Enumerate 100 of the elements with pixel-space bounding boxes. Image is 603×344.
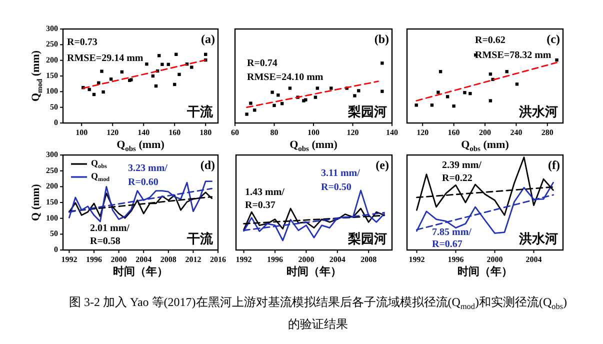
x-tick-label: 1996 xyxy=(267,254,283,264)
point xyxy=(316,86,320,90)
point xyxy=(97,81,100,84)
x-tick-label: 2000 xyxy=(298,254,314,264)
annotation: 7.85 mm/ xyxy=(432,227,472,238)
annotation: 洪水河 xyxy=(518,232,558,247)
x-tick-label: 2016 xyxy=(210,254,226,264)
x-tick-label: 2004 xyxy=(526,254,542,264)
annotation: 干流 xyxy=(186,104,214,120)
y-tick-label: 50 xyxy=(50,228,58,238)
annotation: R=0.50 xyxy=(321,182,352,194)
point xyxy=(145,62,148,66)
annotation: RMSE=78.32 mm xyxy=(475,50,552,62)
point xyxy=(505,70,508,74)
point xyxy=(314,96,318,99)
x-tick-label: 1992 xyxy=(61,254,78,264)
y-tick-label: 100 xyxy=(46,86,58,96)
annotation: 1.43 mm/ xyxy=(245,187,285,198)
x-tick-label: 2008 xyxy=(360,254,377,264)
x-tick-label: 100 xyxy=(76,128,88,137)
y-tick-label: 250 xyxy=(46,166,58,175)
point xyxy=(272,104,276,108)
annotation: (b) xyxy=(374,32,389,46)
annotation: (e) xyxy=(376,158,389,172)
point xyxy=(380,62,384,65)
y-tick-label: 50 xyxy=(50,102,58,112)
point xyxy=(276,94,280,97)
x-tick-label: 100 xyxy=(308,128,320,137)
y-tick-label: 100 xyxy=(46,213,58,222)
x-tick-label: 60 xyxy=(231,128,239,137)
point xyxy=(245,112,248,116)
y-tick-label: 150 xyxy=(46,70,58,80)
annotation: 3.11 mm/ xyxy=(321,168,360,180)
x-tick-label: 80 xyxy=(270,128,278,137)
annotation: (f) xyxy=(548,158,560,172)
annotation: R=0.62 xyxy=(475,35,506,46)
x-axis-title: Q$_{obs}$ (mm) xyxy=(116,138,165,154)
annotation: 3.23 mm/ xyxy=(128,163,168,174)
annotation: (d) xyxy=(200,158,215,172)
annotation: R=0.60 xyxy=(128,177,158,188)
point xyxy=(446,95,450,98)
point xyxy=(357,89,360,92)
annotation: R=0.73 xyxy=(67,37,98,48)
y-axis-title: Q (mm) xyxy=(30,184,42,221)
point xyxy=(452,104,456,108)
point xyxy=(468,92,472,96)
x-tick-label: 2000 xyxy=(486,254,503,264)
x-tick-label: 200 xyxy=(479,128,491,137)
annotation: 干流 xyxy=(186,230,214,247)
x-tick-label: 1996 xyxy=(86,254,102,264)
x-tick-label: 1996 xyxy=(448,254,464,264)
annotation: R=0.74 xyxy=(247,58,278,70)
legend-label: Q$_{mod}$ xyxy=(91,171,110,184)
y-tick-label: 0 xyxy=(54,244,58,254)
x-tick-label: 2008 xyxy=(160,254,176,264)
y-tick-label: 300 xyxy=(46,150,58,159)
y-tick-label: 200 xyxy=(46,181,58,191)
annotation: R=0.37 xyxy=(245,200,276,212)
text: 图 3-2 加入 Yao 等(2017)在黑河上游对基流模拟结果后各子流域模拟径流(Q$_{mod}$)和实测径流(Q$_{obs}$)的验证结果 xyxy=(69,294,567,331)
x-tick-label: 180 xyxy=(200,128,212,137)
x-tick-label: 1992 xyxy=(236,254,252,264)
point xyxy=(270,90,274,94)
annotation: 2.39 mm/ xyxy=(442,160,482,172)
x-axis-title: 时间（年） xyxy=(113,264,168,278)
annotation: 洪水河 xyxy=(518,104,558,120)
x-tick-label: 280 xyxy=(541,128,554,137)
point xyxy=(353,94,356,98)
annotation: RMSE=29.14 mm xyxy=(67,53,144,64)
annotation: (a) xyxy=(201,32,215,46)
x-tick-label: 160 xyxy=(168,128,181,137)
x-axis-title: Q$_{obs}$ (mm) xyxy=(461,138,510,154)
point xyxy=(463,91,466,94)
x-axis-title: 时间（年） xyxy=(458,264,512,278)
x-tick-label: 2012 xyxy=(185,254,202,264)
annotation: 2.01 mm/ xyxy=(90,223,130,234)
x-tick-label: 2004 xyxy=(329,254,346,264)
x-tick-label: 160 xyxy=(448,128,460,137)
annotation: RMSE=24.10 mm xyxy=(247,72,324,84)
y-tick-label: 300 xyxy=(46,24,58,33)
annotation: 梨园河 xyxy=(347,104,387,120)
point xyxy=(330,86,333,90)
point xyxy=(190,66,194,69)
x-tick-label: 120 xyxy=(106,128,119,137)
point xyxy=(249,102,252,105)
x-tick-label: 120 xyxy=(346,128,359,137)
x-axis-title: Q$_{obs}$ (mm) xyxy=(290,138,338,154)
point xyxy=(488,99,492,102)
point xyxy=(160,62,164,66)
y-tick-label: 250 xyxy=(46,39,58,49)
y-tick-label: 0 xyxy=(54,118,58,127)
y-tick-label: 200 xyxy=(46,55,58,64)
x-tick-label: 2000 xyxy=(110,254,127,264)
legend-label: Q$_{obs}$ xyxy=(91,158,108,170)
point xyxy=(102,90,105,94)
point xyxy=(380,90,384,93)
x-tick-label: 240 xyxy=(510,128,522,137)
point xyxy=(253,108,256,112)
annotation: 梨园河 xyxy=(347,230,387,247)
x-tick-label: 140 xyxy=(386,128,398,137)
x-tick-label: 140 xyxy=(138,128,150,137)
